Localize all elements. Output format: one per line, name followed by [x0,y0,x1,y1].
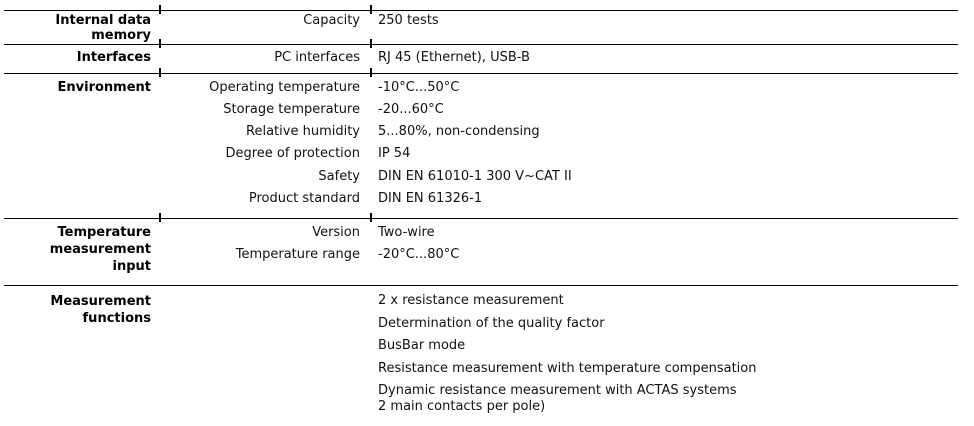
function-item: BusBar mode [378,338,958,353]
param-label: Safety [318,168,360,184]
param-value: DIN EN 61010-1 300 V~CAT II [378,168,572,184]
section-label-line: Interfaces [76,50,151,65]
function-item: Resistance measurement with temperature … [378,361,958,376]
section-label: Internal data memory [4,11,160,43]
function-item-line: Dynamic resistance measurement with ACTA… [378,383,737,399]
column-rule-tick [370,68,372,77]
function-item-line: BusBar mode [378,338,466,354]
param-value: Two-wire [378,224,435,240]
section-interfaces: Interfaces PC interfaces RJ 45 (Ethernet… [4,39,958,73]
param-value: 250 tests [378,13,439,28]
param-label: PC interfaces [274,50,360,65]
param-label: Temperature range [235,246,360,262]
function-item-line: Resistance measurement with temperature … [378,360,757,376]
param-value: RJ 45 (Ethernet), USB-B [378,50,530,65]
section-label-line: Temperature [57,225,151,240]
param-label: Version [312,224,360,240]
param-value: DIN EN 61326-1 [378,190,483,206]
section-label-line: Environment [57,79,152,95]
param-label: Storage temperature [223,101,360,117]
param-value: -20°C...80°C [378,246,460,262]
section-label: Environment [4,74,160,99]
section-label: Interfaces [4,45,160,65]
param-value: -20...60°C [378,101,444,117]
value-column: RJ 45 (Ethernet), USB-B [371,45,958,65]
param-label: Relative humidity [246,124,360,140]
section-label: Temperature measurement input [4,219,160,275]
column-rule-tick [370,5,372,14]
param-label: Product standard [248,190,360,206]
section-internal-data-memory: Internal data memory Capacity 250 tests [4,5,958,44]
param-value: IP 54 [378,146,411,162]
column-rule-tick [370,39,372,48]
param-column: Operating temperature Storage temperatur… [160,74,371,210]
function-item-line: 2 x resistance measurement [378,293,564,308]
value-column: 2 x resistance measurement Determination… [371,286,958,421]
param-label: Capacity [303,13,360,28]
section-label-line: Measurement [50,294,151,309]
param-column: Version Temperature range [160,219,371,266]
function-item-line: Determination of the quality factor [378,315,605,331]
section-label-line: input [112,259,152,274]
section-label: Measurement functions [4,286,160,327]
section-label-line: Internal data [55,13,151,28]
param-column: Capacity [160,11,371,29]
value-column: -10°C...50°C -20...60°C 5...80%, non-con… [371,74,958,210]
value-column: 250 tests [371,11,958,29]
section-measurement-functions: Measurement functions 2 x resistance mea… [4,285,958,426]
function-item-line: 2 main contacts per pole) [378,398,546,414]
section-label-line: measurement [49,242,151,257]
column-rule-tick [370,213,372,222]
param-label: Degree of protection [225,146,360,162]
function-item: 2 x resistance measurement [378,293,958,308]
column-rule-tick [159,213,161,222]
section-label-line: functions [82,311,151,326]
column-rule-tick [159,39,161,48]
param-value: 5...80%, non-condensing [378,124,540,140]
value-column: Two-wire -20°C...80°C [371,219,958,266]
column-rule-tick [159,68,161,77]
param-value: -10°C...50°C [378,79,460,95]
section-environment: Environment Operating temperature Storag… [4,68,958,218]
function-item: Determination of the quality factor [378,316,958,331]
param-column: PC interfaces [160,45,371,65]
param-label: Operating temperature [209,79,360,95]
function-item: Dynamic resistance measurement with ACTA… [378,383,958,413]
section-temperature-measurement-input: Temperature measurement input Version Te… [4,213,958,285]
section-label-line: memory [91,27,151,43]
column-rule-tick [159,5,161,14]
